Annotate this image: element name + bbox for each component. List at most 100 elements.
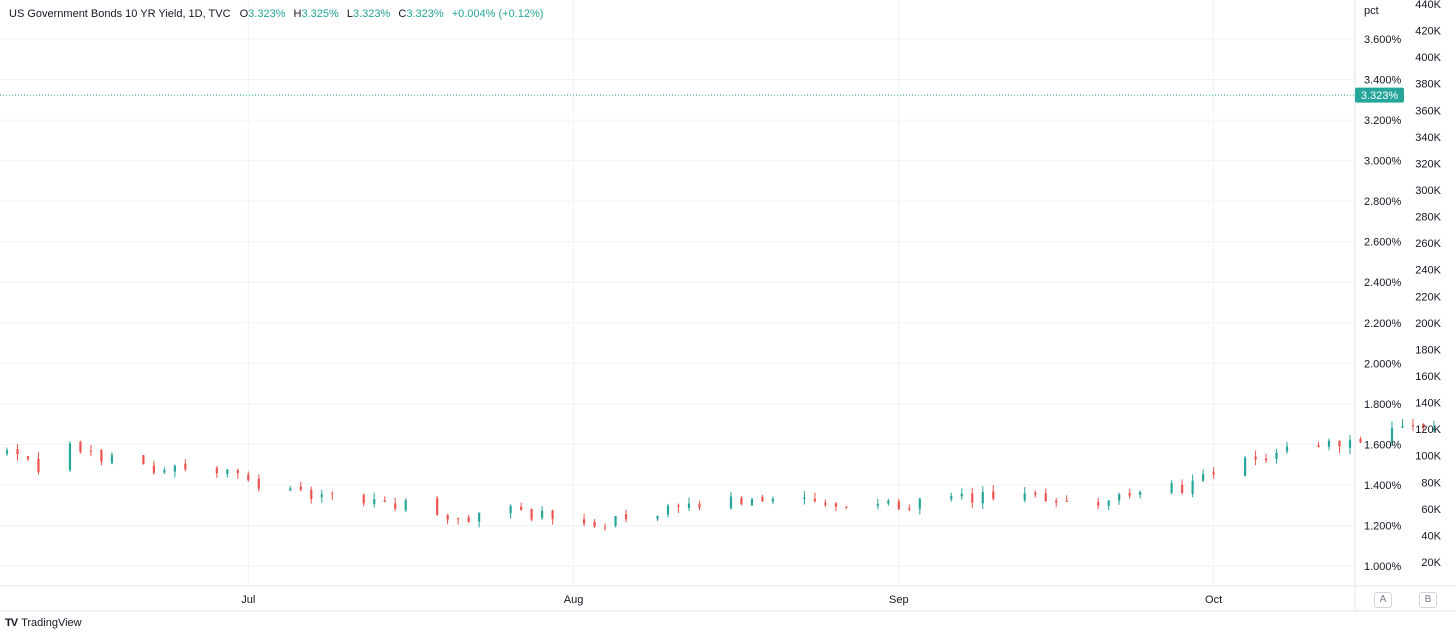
- scale-mode-button[interactable]: B: [1419, 592, 1437, 608]
- y-tick-label: 2.200%: [1364, 318, 1402, 330]
- price-axis[interactable]: 1.000% 1.200% 1.400% 1.600% 1.800% 2.000% 2.20…: [1364, 34, 1402, 573]
- candle-down: [383, 496, 386, 503]
- y-tick-label: 3.400%: [1364, 75, 1402, 87]
- candle-up: [1191, 474, 1194, 498]
- candle-up: [750, 498, 754, 506]
- candle-body: [457, 518, 460, 520]
- candle-down: [813, 492, 816, 503]
- candle-down: [1317, 441, 1320, 448]
- current-price-label: 3.323%: [1361, 90, 1399, 102]
- candle-down: [467, 514, 470, 523]
- candle-body: [152, 465, 155, 473]
- x-tick-label: Jul: [241, 594, 255, 606]
- candle-up: [729, 491, 733, 510]
- candle-up: [1275, 448, 1278, 464]
- candle-down: [362, 493, 365, 507]
- candle-body: [981, 492, 984, 504]
- candle-body: [310, 489, 313, 500]
- candle-body: [68, 443, 72, 471]
- x-tick-label: Aug: [564, 594, 584, 606]
- candle-down: [1034, 490, 1037, 498]
- candle-up: [1202, 469, 1205, 482]
- candle-body: [1348, 440, 1352, 448]
- right-axis-label: 200K: [1415, 318, 1441, 330]
- low-label: L: [346, 8, 353, 20]
- candle-down: [740, 496, 743, 506]
- candle-body: [236, 470, 239, 474]
- candle-body: [677, 505, 680, 507]
- candle-down: [257, 474, 260, 492]
- candle-up: [887, 498, 890, 506]
- candle-down: [1411, 418, 1415, 431]
- candle-body: [1097, 502, 1100, 506]
- candle-body: [992, 491, 995, 499]
- candle-body: [614, 516, 617, 526]
- right-axis-label: 160K: [1415, 371, 1441, 383]
- candle-body: [1034, 492, 1037, 495]
- candle-body: [698, 503, 701, 508]
- right-axis-label: 20K: [1421, 557, 1441, 569]
- candle-body: [897, 501, 900, 510]
- candle-body: [1422, 423, 1425, 429]
- candle-body: [394, 503, 397, 509]
- candle-down: [79, 440, 82, 454]
- time-axis[interactable]: JulAugSepOctNovDec2022FebMarAprMayJunJul…: [241, 594, 1456, 606]
- auto-scale-button[interactable]: A: [1374, 592, 1392, 608]
- right-axis-label: 120K: [1415, 424, 1441, 436]
- candle-body: [551, 510, 554, 519]
- candle-body: [750, 498, 754, 506]
- candle-body: [1202, 474, 1205, 481]
- candle-body: [582, 519, 586, 524]
- candle-body: [1023, 493, 1026, 501]
- y-tick-label: 3.600%: [1364, 34, 1402, 46]
- candle-up: [803, 491, 806, 505]
- candle-down: [992, 485, 995, 501]
- candle-down: [1065, 495, 1068, 502]
- candle-up: [5, 447, 9, 456]
- candle-down: [1422, 423, 1425, 432]
- candle-body: [1411, 424, 1415, 426]
- candle-body: [110, 454, 114, 464]
- candle-body: [1401, 426, 1404, 428]
- candle-body: [1243, 457, 1247, 476]
- y-tick-label: 2.000%: [1364, 358, 1402, 370]
- change-value: +0.004% (+0.12%): [451, 8, 544, 20]
- candle-down: [624, 509, 628, 523]
- candle-up: [656, 515, 659, 522]
- candle-down: [236, 468, 239, 479]
- candle-down: [761, 494, 764, 502]
- tradingview-logo-icon: TV: [5, 617, 18, 629]
- candle-up: [1118, 492, 1121, 505]
- right-axis-label: 240K: [1415, 265, 1441, 277]
- y-tick-label: 3.000%: [1364, 156, 1402, 168]
- volume-axis: 20K 40K 60K 80K 100K 120K 140K 160K 180K 200K 220K…: [1415, 0, 1441, 569]
- candle-body: [289, 488, 292, 491]
- candle-down: [152, 460, 155, 475]
- candle-up: [1432, 420, 1436, 432]
- candle-up: [173, 464, 176, 478]
- candle-body: [845, 506, 848, 508]
- right-axis-label: 80K: [1421, 477, 1441, 489]
- candle-up: [68, 441, 72, 472]
- candle-down: [1097, 497, 1100, 510]
- candle-body: [918, 498, 921, 509]
- candle-body: [624, 514, 628, 520]
- candle-up: [541, 506, 544, 520]
- candle-body: [740, 497, 743, 505]
- candle-body: [1170, 483, 1173, 493]
- current-price-badge: 3.323%: [1355, 87, 1404, 103]
- candle-down: [89, 444, 93, 457]
- candle-body: [729, 496, 733, 509]
- candle-body: [1317, 445, 1320, 447]
- candle-down: [1264, 453, 1268, 463]
- right-axis-label: 260K: [1415, 238, 1441, 250]
- candle-body: [383, 500, 386, 502]
- brand-name: TradingView: [21, 617, 82, 629]
- right-axis-label: 60K: [1421, 504, 1441, 516]
- candle-down: [603, 523, 607, 531]
- right-axis-label: 360K: [1415, 105, 1441, 117]
- candle-body: [1044, 493, 1047, 502]
- candle-body: [1139, 491, 1142, 495]
- candle-body: [320, 494, 323, 498]
